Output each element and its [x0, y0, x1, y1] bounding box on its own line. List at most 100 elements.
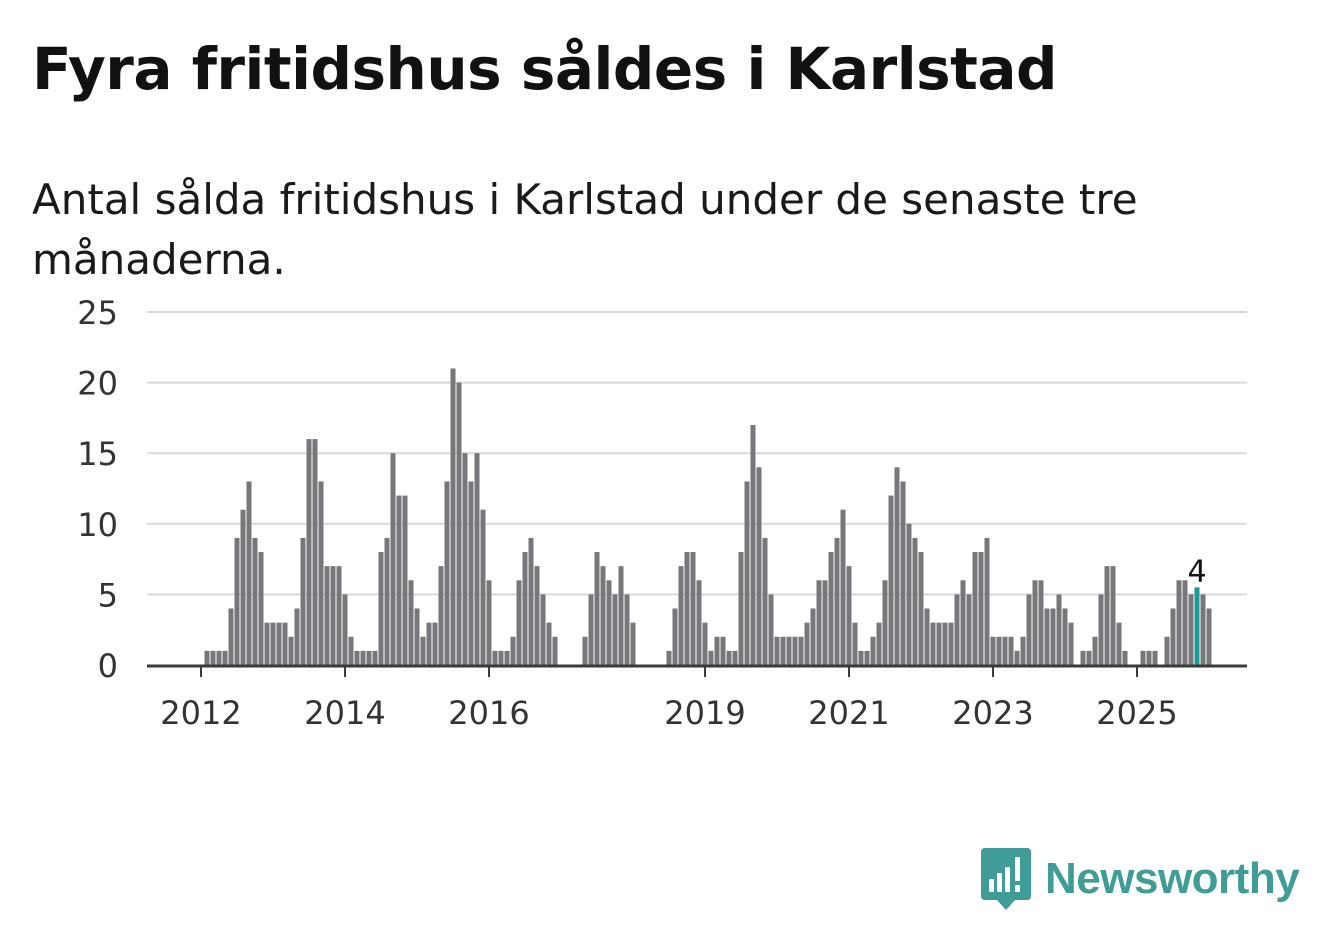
bar [1206, 608, 1212, 665]
bar [978, 552, 984, 665]
bar [894, 467, 900, 665]
bar [252, 537, 258, 665]
bar [1200, 594, 1206, 665]
x-tick-label: 2025 [1096, 694, 1177, 732]
bar [366, 650, 372, 665]
bar [1092, 636, 1098, 665]
bar [204, 650, 210, 665]
bar [384, 537, 390, 665]
bar [1146, 650, 1152, 665]
bar [882, 580, 888, 665]
y-tick-label: 5 [98, 576, 118, 614]
bar [336, 566, 342, 665]
bar [462, 453, 468, 665]
bar [324, 566, 330, 665]
bar [924, 608, 930, 665]
bar [288, 636, 294, 665]
bar [888, 495, 894, 665]
x-tick-label: 2016 [448, 694, 529, 732]
bar [270, 622, 276, 665]
bar [726, 650, 732, 665]
bar [492, 650, 498, 665]
bar [420, 636, 426, 665]
y-tick-label: 25 [77, 294, 118, 332]
bar [582, 636, 588, 665]
annotations: 4 [1187, 554, 1206, 589]
bar [1056, 594, 1062, 665]
bar [534, 566, 540, 665]
bar [792, 636, 798, 665]
bar [510, 636, 516, 665]
bar [1032, 580, 1038, 665]
bar [396, 495, 402, 665]
bar [810, 608, 816, 665]
bar [948, 622, 954, 665]
bar [1014, 650, 1020, 665]
bar [708, 650, 714, 665]
y-axis-ticks: 0 5 10 15 20 25 [77, 294, 118, 685]
bar [426, 622, 432, 665]
bar [912, 537, 918, 665]
bar [240, 509, 246, 665]
x-tick-label: 2014 [304, 694, 385, 732]
bar [504, 650, 510, 665]
bar [858, 650, 864, 665]
bar [1170, 608, 1176, 665]
bar [1080, 650, 1086, 665]
bars [204, 368, 1212, 665]
bar [594, 552, 600, 665]
bar [222, 650, 228, 665]
bar [228, 608, 234, 665]
bar [444, 481, 450, 665]
bar [906, 523, 912, 665]
bar [690, 552, 696, 665]
bar [258, 552, 264, 665]
bar [468, 481, 474, 665]
bar [234, 537, 240, 665]
bar [456, 382, 462, 665]
bar [876, 622, 882, 665]
bar [1116, 622, 1122, 665]
bar [966, 594, 972, 665]
bar [1086, 650, 1092, 665]
bar [294, 608, 300, 665]
bar [1122, 650, 1128, 665]
bar [402, 495, 408, 665]
brand-logo: Newsworthy [981, 848, 1300, 910]
bar [330, 566, 336, 665]
bar [540, 594, 546, 665]
x-tick-label: 2021 [808, 694, 889, 732]
bar [630, 622, 636, 665]
bar [600, 566, 606, 665]
bar [1188, 594, 1194, 665]
y-tick-label: 0 [98, 647, 118, 685]
bar [216, 650, 222, 665]
x-tick-label: 2012 [160, 694, 241, 732]
bar [1164, 636, 1170, 665]
bar [588, 594, 594, 665]
bar [306, 439, 312, 665]
bar [618, 566, 624, 665]
bar [1020, 636, 1026, 665]
bar [972, 552, 978, 665]
grid-lines [147, 311, 1247, 596]
bar [300, 537, 306, 665]
y-tick-label: 10 [77, 506, 118, 544]
bar [1152, 650, 1158, 665]
bar [1140, 650, 1146, 665]
bar [1008, 636, 1014, 665]
bar [750, 424, 756, 665]
chart-subtitle: Antal sålda fritidshus i Karlstad under … [32, 175, 1138, 284]
newsworthy-logo-icon [981, 848, 1031, 910]
chart-title: Fyra fritidshus såldes i Karlstad [32, 35, 1058, 103]
bar [348, 636, 354, 665]
bar [804, 622, 810, 665]
bar [900, 481, 906, 665]
bar [450, 368, 456, 665]
bar [480, 509, 486, 665]
bar [414, 608, 420, 665]
x-tick-label: 2023 [952, 694, 1033, 732]
bar [522, 552, 528, 665]
bar [942, 622, 948, 665]
